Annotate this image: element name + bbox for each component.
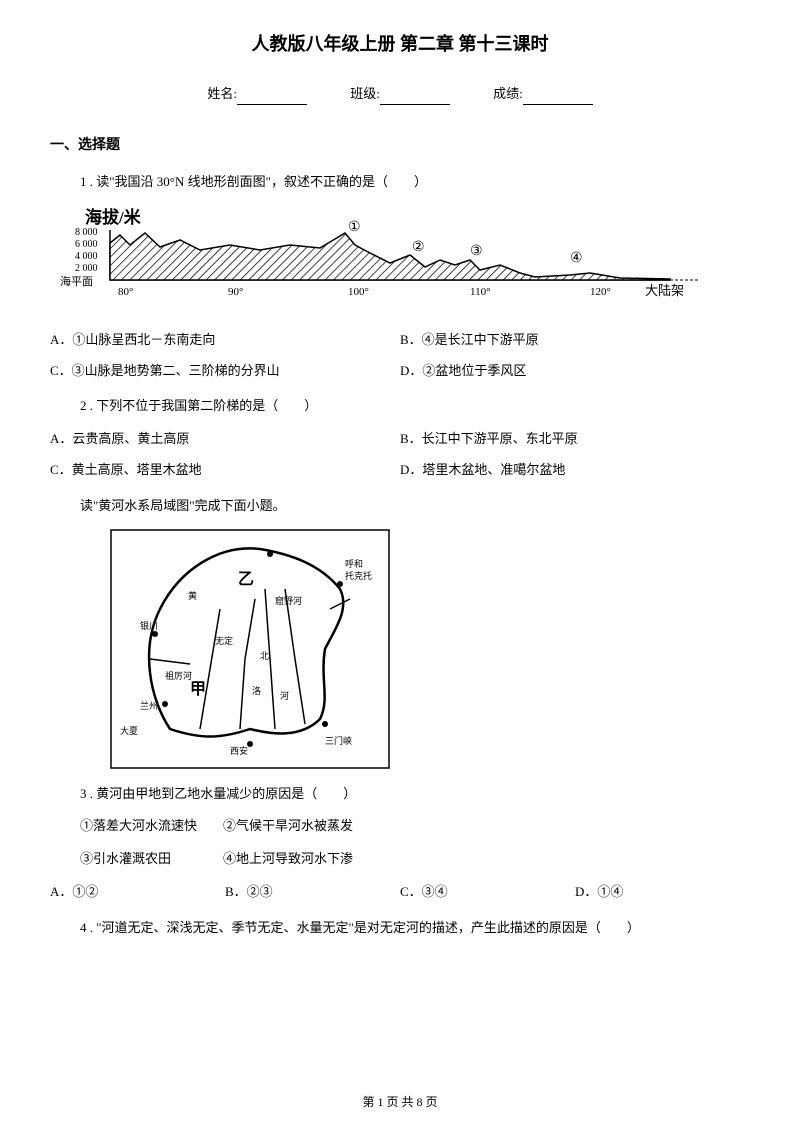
svg-text:乙: 乙 xyxy=(238,571,254,588)
svg-text:8 000: 8 000 xyxy=(75,227,98,238)
score-label: 成绩: xyxy=(493,84,523,105)
student-info: 姓名: 班级: 成绩: xyxy=(50,84,750,105)
svg-text:④: ④ xyxy=(570,251,583,266)
svg-text:③: ③ xyxy=(470,244,483,259)
q2-opt-c[interactable]: C．黄土高原、塔里木盆地 xyxy=(50,460,400,481)
svg-text:呼和: 呼和 xyxy=(345,559,363,569)
svg-text:西安: 西安 xyxy=(230,745,248,756)
class-label: 班级: xyxy=(350,84,380,105)
q3-opt-a[interactable]: A．①② xyxy=(50,882,225,903)
q1-options-row1: A．①山脉呈西北－东南走向 B．④是长江中下游平原 xyxy=(50,330,750,351)
svg-text:①: ① xyxy=(348,220,361,235)
q3-opt-b[interactable]: B．②③ xyxy=(225,882,400,903)
q3-line2: ③引水灌溉农田 ④地上河导致河水下渗 xyxy=(50,849,750,870)
q1-opt-d[interactable]: D．②盆地位于季风区 xyxy=(400,361,750,382)
q1-opt-a[interactable]: A．①山脉呈西北－东南走向 xyxy=(50,330,400,351)
section-title: 一、选择题 xyxy=(50,135,750,157)
name-blank[interactable] xyxy=(237,89,307,105)
svg-text:大陆架: 大陆架 xyxy=(645,283,684,298)
q3-opt-d[interactable]: D．①④ xyxy=(575,882,750,903)
svg-text:②: ② xyxy=(412,240,425,255)
svg-text:90°: 90° xyxy=(228,286,243,298)
score-blank[interactable] xyxy=(523,89,593,105)
q3-line1: ①落差大河水流速快 ②气候干旱河水被蒸发 xyxy=(50,816,750,837)
svg-text:祖厉河: 祖厉河 xyxy=(165,670,192,681)
q1-stem: 1 . 读"我国沿 30°N 线地形剖面图"，叙述不正确的是（ ） xyxy=(50,172,750,193)
reading-prompt: 读"黄河水系局域图"完成下面小题。 xyxy=(50,496,750,517)
svg-text:2 000: 2 000 xyxy=(75,263,98,274)
axis-y-label: 海拔/米 xyxy=(85,207,142,227)
svg-text:6 000: 6 000 xyxy=(75,239,98,250)
svg-text:无定: 无定 xyxy=(215,635,233,646)
svg-text:110°: 110° xyxy=(470,286,491,298)
q2-stem: 2 . 下列不位于我国第二阶梯的是（ ） xyxy=(50,396,750,417)
svg-text:北: 北 xyxy=(260,651,269,661)
q2-options-row1: A．云贵高原、黄土高原 B．长江中下游平原、东北平原 xyxy=(50,429,750,450)
q3-opt-c[interactable]: C．③④ xyxy=(400,882,575,903)
q2-opt-d[interactable]: D．塔里木盆地、准噶尔盆地 xyxy=(400,460,750,481)
q3-stem: 3 . 黄河由甲地到乙地水量减少的原因是（ ） xyxy=(50,784,750,805)
class-blank[interactable] xyxy=(380,89,450,105)
question-4: 4 . "河道无定、深浅无定、季节无定、水量无定"是对无定河的描述，产生此描述的… xyxy=(50,918,750,939)
question-1: 1 . 读"我国沿 30°N 线地形剖面图"，叙述不正确的是（ ） 海拔/米 8… xyxy=(50,172,750,381)
svg-text:托克托: 托克托 xyxy=(345,570,372,581)
q2-opt-a[interactable]: A．云贵高原、黄土高原 xyxy=(50,429,400,450)
svg-text:黄: 黄 xyxy=(188,590,197,601)
svg-text:三门峡: 三门峡 xyxy=(325,735,352,746)
svg-text:80°: 80° xyxy=(118,286,133,298)
q3-options: A．①② B．②③ C．③④ D．①④ xyxy=(50,882,750,903)
svg-text:洛: 洛 xyxy=(252,685,261,696)
svg-text:120°: 120° xyxy=(590,286,611,298)
svg-text:海平面: 海平面 xyxy=(60,274,93,288)
svg-text:100°: 100° xyxy=(348,286,369,298)
svg-text:兰州: 兰州 xyxy=(140,700,158,711)
svg-text:窟野河: 窟野河 xyxy=(275,595,302,606)
q1-opt-c[interactable]: C．③山脉是地势第二、三阶梯的分界山 xyxy=(50,361,400,382)
svg-text:4 000: 4 000 xyxy=(75,251,98,262)
question-3: 3 . 黄河由甲地到乙地水量减少的原因是（ ） ①落差大河水流速快 ②气候干旱河… xyxy=(50,784,750,903)
q4-stem: 4 . "河道无定、深浅无定、季节无定、水量无定"是对无定河的描述，产生此描述的… xyxy=(50,918,750,939)
q1-options-row2: C．③山脉是地势第二、三阶梯的分界山 D．②盆地位于季风区 xyxy=(50,361,750,382)
svg-text:银川: 银川 xyxy=(140,620,158,631)
page-title: 人教版八年级上册 第二章 第十三课时 xyxy=(50,30,750,59)
question-2: 2 . 下列不位于我国第二阶梯的是（ ） A．云贵高原、黄土高原 B．长江中下游… xyxy=(50,396,750,480)
page-footer: 第 1 页 共 8 页 xyxy=(0,1093,800,1112)
map-figure: 乙 甲 兰州 银川 托克托 呼和 西安 无定 北 洛 河 祖厉河 大夏 三门峡 … xyxy=(110,529,750,769)
q2-opt-b[interactable]: B．长江中下游平原、东北平原 xyxy=(400,429,750,450)
svg-text:甲: 甲 xyxy=(190,680,206,698)
svg-text:大夏: 大夏 xyxy=(120,725,138,736)
q1-opt-b[interactable]: B．④是长江中下游平原 xyxy=(400,330,750,351)
name-label: 姓名: xyxy=(207,84,237,105)
q1-figure: 海拔/米 8 000 6 000 4 000 2 000 海平面 ① ② xyxy=(60,205,750,315)
q2-options-row2: C．黄土高原、塔里木盆地 D．塔里木盆地、准噶尔盆地 xyxy=(50,460,750,481)
svg-text:河: 河 xyxy=(280,690,289,701)
